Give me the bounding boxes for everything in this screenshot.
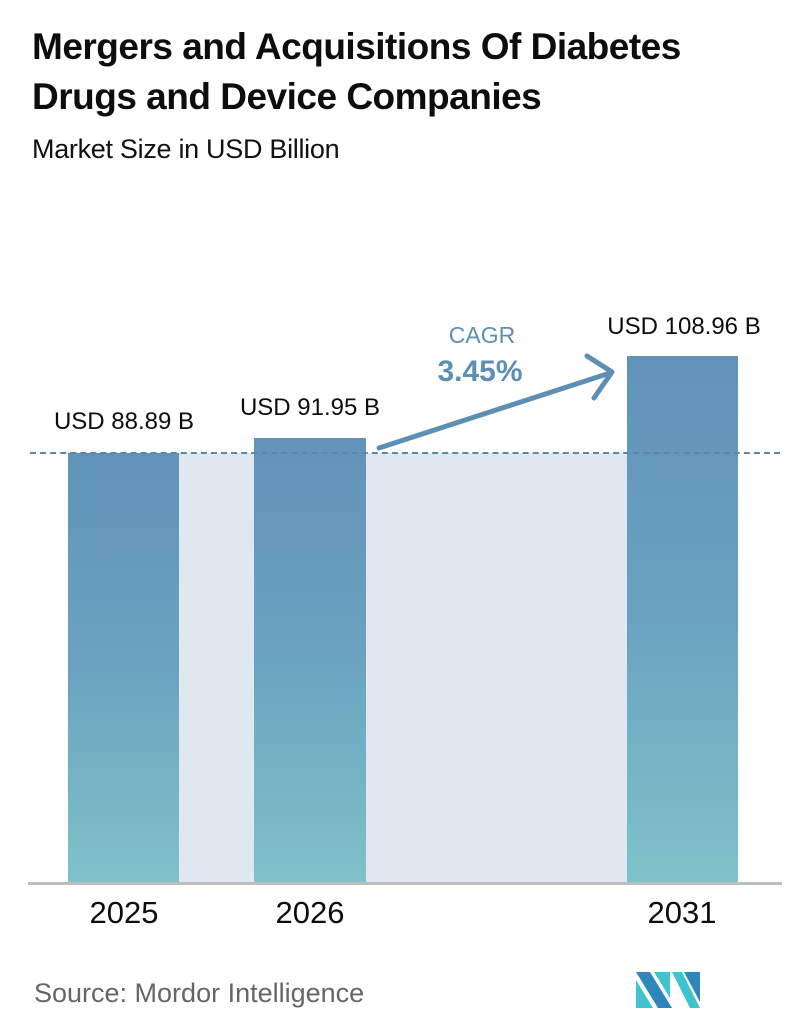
bar-2026 bbox=[254, 438, 366, 883]
x-axis-line bbox=[28, 882, 782, 885]
x-label-2025: 2025 bbox=[89, 895, 159, 930]
mordor-intelligence-logo-icon bbox=[636, 972, 700, 1008]
value-label-2026: USD 91.95 B bbox=[239, 394, 381, 421]
chart-subtitle: Market Size in USD Billion bbox=[32, 134, 340, 164]
x-label-2031: 2031 bbox=[647, 895, 717, 930]
value-label-2031: USD 108.96 B bbox=[607, 313, 761, 340]
bar-2025 bbox=[68, 453, 179, 883]
chart-title: Mergers and Acquisitions Of Diabetes Dru… bbox=[32, 26, 681, 117]
value-label-2025: USD 88.89 B bbox=[53, 408, 195, 435]
background-band bbox=[179, 453, 627, 883]
cagr-value: 3.45% bbox=[437, 355, 523, 388]
bar-2031 bbox=[627, 356, 738, 883]
source-text: Source: Mordor Intelligence bbox=[34, 978, 365, 1008]
cagr-label: CAGR bbox=[448, 322, 516, 348]
reference-dashed-line bbox=[30, 452, 780, 454]
x-label-2026: 2026 bbox=[275, 895, 345, 930]
